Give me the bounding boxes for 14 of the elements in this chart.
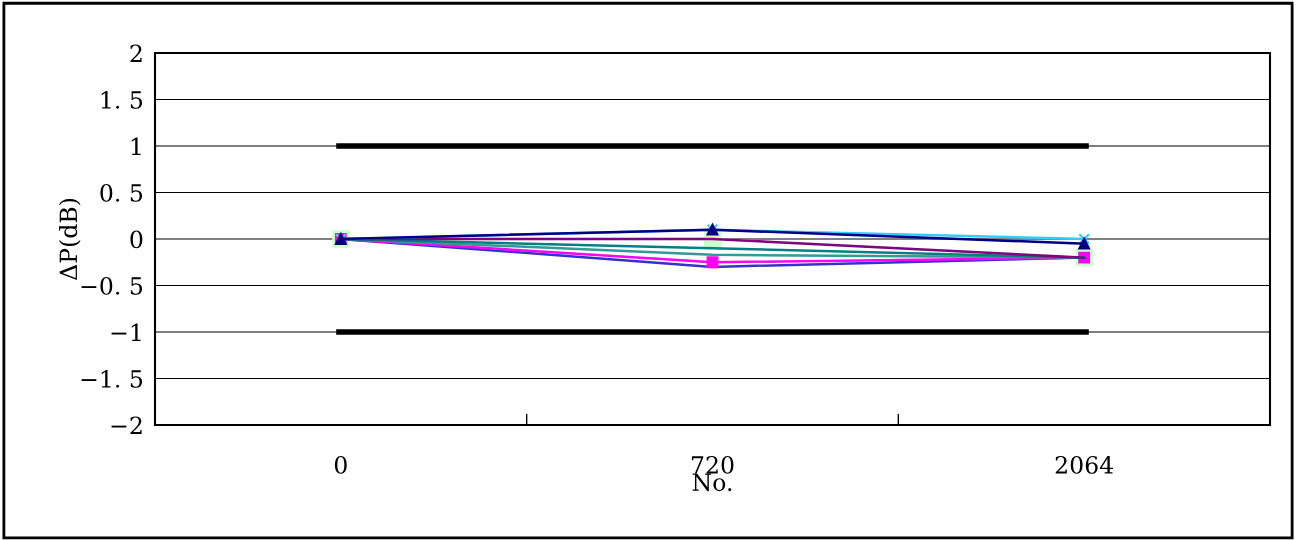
- y-tick-label: 1: [131, 137, 141, 155]
- y-tick-label: −1. 5: [81, 369, 143, 388]
- x-tick-label: 720: [691, 455, 734, 474]
- y-axis-title: ΔP(dB): [58, 198, 81, 281]
- y-tick-label: 1. 5: [101, 90, 143, 109]
- x-tick-label: 0: [334, 455, 347, 474]
- y-tick-label: −2: [111, 416, 142, 434]
- x-axis-title: No.: [692, 473, 732, 492]
- y-tick-label: −1: [111, 323, 141, 341]
- y-tick-label: 0. 5: [100, 183, 143, 202]
- x-tick-label: 2064: [1055, 455, 1114, 474]
- y-tick-label: 2: [130, 44, 142, 62]
- y-tick-label: 0: [130, 230, 143, 249]
- y-tick-label: −0. 5: [81, 276, 143, 295]
